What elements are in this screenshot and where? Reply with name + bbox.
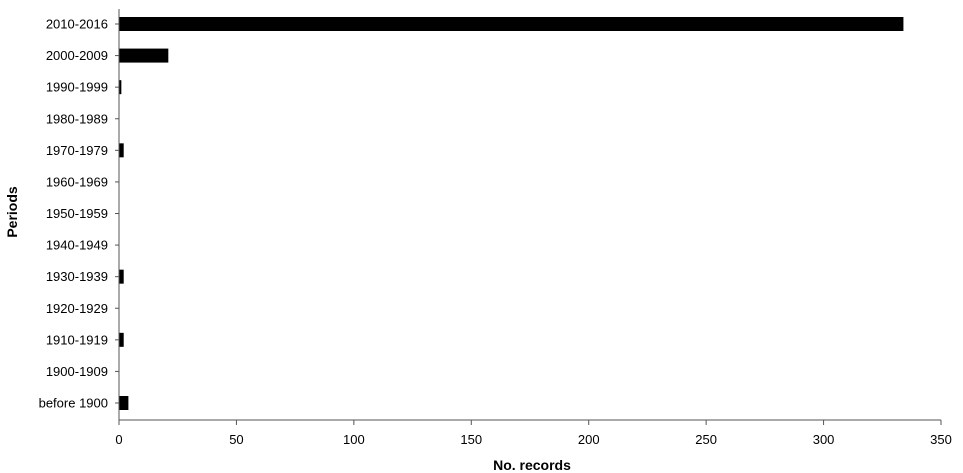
x-tick-label: 0 (115, 432, 122, 447)
y-tick-label: 1990-1999 (46, 80, 108, 95)
y-tick-label: 1900-1909 (46, 364, 108, 379)
bar (119, 332, 124, 347)
bar (119, 143, 124, 158)
y-tick-label: 2000-2009 (46, 48, 108, 63)
x-tick-label: 150 (460, 432, 482, 447)
y-tick-label: 1950-1959 (46, 206, 108, 221)
bar (119, 396, 129, 410)
bar (119, 17, 904, 31)
y-tick-label: 1940-1949 (46, 238, 108, 253)
y-tick-label: before 1900 (39, 396, 108, 411)
bar (119, 48, 169, 63)
x-tick-label: 250 (695, 432, 717, 447)
x-axis-title: No. records (493, 457, 571, 473)
x-tick-label: 100 (343, 432, 365, 447)
bar (119, 80, 122, 95)
bar (119, 269, 124, 284)
y-axis-title: Periods (4, 186, 20, 238)
y-tick-label: 1970-1979 (46, 143, 108, 158)
y-tick-label: 1920-1929 (46, 301, 108, 316)
y-tick-label: 1980-1989 (46, 111, 108, 126)
x-tick-label: 50 (229, 432, 243, 447)
y-tick-label: 1930-1939 (46, 269, 108, 284)
y-tick-labels: 2010-2016 2000-2009 1990-1999 1980-1989 1970… (39, 17, 119, 411)
y-tick-label: 1910-1919 (46, 332, 108, 347)
x-tick-label: 200 (578, 432, 600, 447)
y-tick-label: 1960-1969 (46, 174, 108, 189)
y-tick-label: 2010-2016 (46, 17, 108, 32)
x-tick-label: 350 (930, 432, 952, 447)
x-tick-label: 300 (813, 432, 835, 447)
bars-group (119, 17, 904, 410)
x-tick-labels: 0 50 100 150 200 250 300 350 (115, 420, 952, 447)
